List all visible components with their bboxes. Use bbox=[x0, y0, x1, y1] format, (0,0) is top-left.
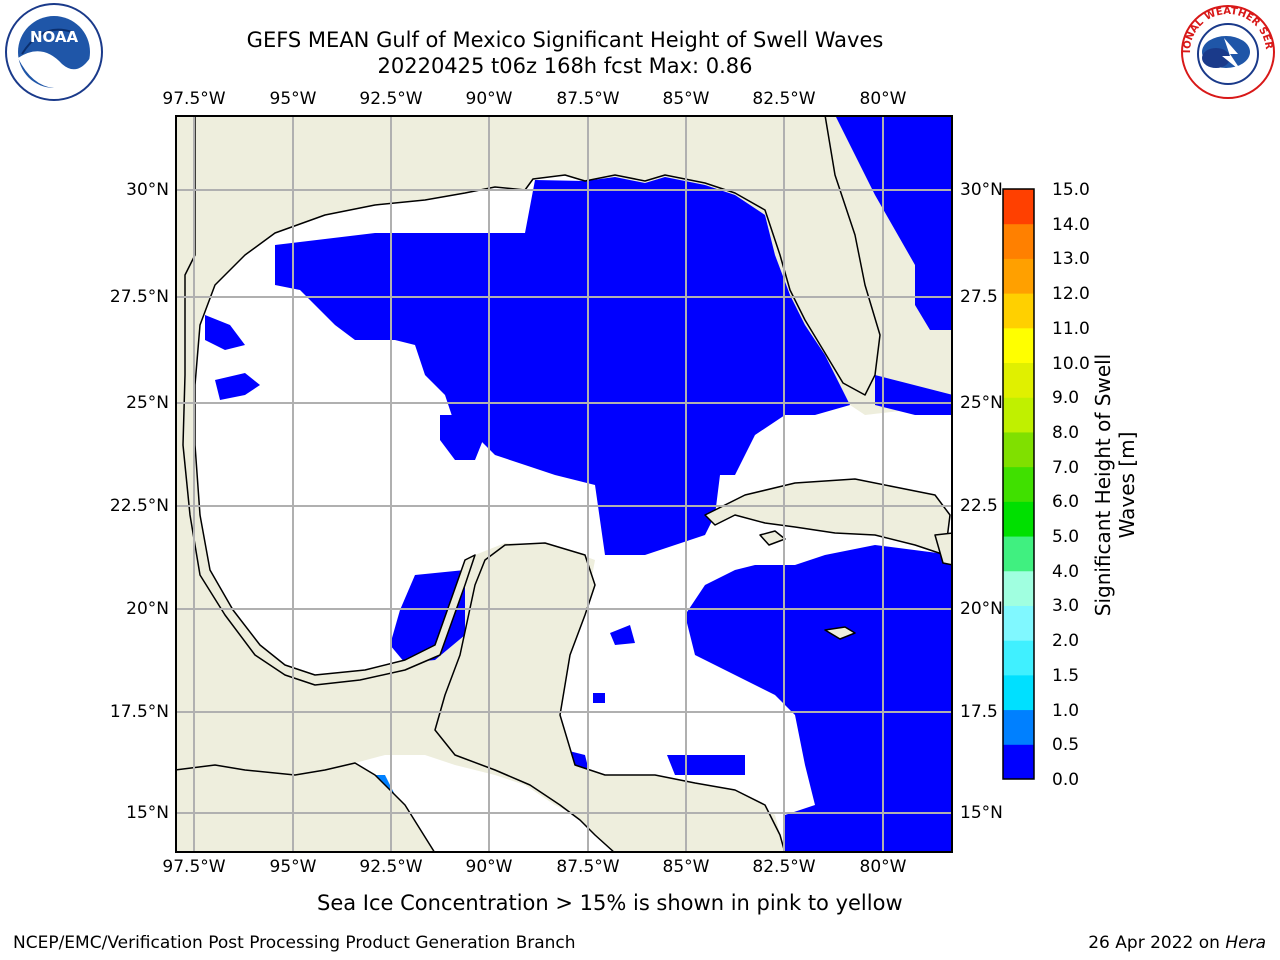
lon-label-bottom: 97.5°W bbox=[162, 857, 226, 877]
lat-label-right: 30°N bbox=[960, 180, 1003, 200]
swell-0-0.5-region bbox=[205, 115, 953, 853]
land-masses bbox=[175, 115, 953, 853]
lat-label-right: 22.5 bbox=[960, 496, 998, 516]
noaa-logo-text: NOAA bbox=[30, 28, 79, 46]
colorbar-tick-label: 11.0 bbox=[1052, 318, 1090, 339]
lat-label-right: 20°N bbox=[960, 599, 1003, 619]
lat-label-right: 15°N bbox=[960, 803, 1003, 823]
branch-credit: NCEP/EMC/Verification Post Processing Pr… bbox=[13, 933, 576, 953]
colorbar-tick-label: 1.5 bbox=[1052, 665, 1080, 686]
colorbar-tick-label: 5.0 bbox=[1052, 527, 1080, 548]
lat-label-left: 27.5°N bbox=[109, 287, 169, 307]
colorbar-segment bbox=[1003, 674, 1034, 711]
colorbar-segment bbox=[1003, 709, 1034, 745]
machine-name: Hera bbox=[1225, 933, 1266, 953]
lat-label-left: 25°N bbox=[126, 393, 169, 413]
run-date: 26 Apr 2022 on Hera bbox=[1088, 933, 1266, 953]
colorbar-segment bbox=[1003, 327, 1034, 364]
colorbar-tick-label: 9.0 bbox=[1052, 388, 1080, 409]
colorbar-segment bbox=[1003, 258, 1034, 294]
lat-label-left: 20°N bbox=[126, 599, 169, 619]
lon-label-top: 82.5°W bbox=[752, 89, 816, 109]
colorbar-title-line1: Significant Height of Swell bbox=[1091, 353, 1115, 617]
lat-label-left: 15°N bbox=[126, 803, 169, 823]
lat-label-right: 25°N bbox=[960, 393, 1003, 413]
lat-label-left: 17.5°N bbox=[109, 702, 169, 722]
chart-title: GEFS MEAN Gulf of Mexico Significant Hei… bbox=[246, 28, 884, 52]
colorbar-segment bbox=[1003, 744, 1034, 780]
colorbar-segment bbox=[1003, 570, 1034, 606]
colorbar-tick-label: 2.0 bbox=[1052, 631, 1080, 652]
run-date-text: 26 Apr 2022 on bbox=[1088, 933, 1226, 953]
lon-label-top: 80°W bbox=[859, 89, 907, 109]
lon-label-top: 85°W bbox=[662, 89, 710, 109]
graticule bbox=[175, 115, 953, 853]
colorbar-segment bbox=[1003, 466, 1034, 502]
colorbar-tick-label: 1.0 bbox=[1052, 700, 1080, 721]
lon-label-top: 92.5°W bbox=[359, 89, 423, 109]
colorbar-segment bbox=[1003, 501, 1034, 537]
colorbar bbox=[1002, 188, 1035, 780]
colorbar-segment bbox=[1003, 640, 1034, 676]
colorbar-tick-label: 15.0 bbox=[1052, 180, 1090, 200]
colorbar-segment bbox=[1003, 293, 1034, 329]
lon-label-top: 97.5°W bbox=[162, 89, 226, 109]
noaa-logo-icon: NOAA bbox=[5, 3, 103, 101]
colorbar-segment bbox=[1003, 362, 1034, 398]
colorbar-segment bbox=[1003, 223, 1034, 259]
lat-label-right: 17.5 bbox=[960, 702, 998, 722]
colorbar-tick-label: 8.0 bbox=[1052, 422, 1080, 443]
colorbar-segment bbox=[1003, 397, 1034, 433]
colorbar-segment bbox=[1003, 189, 1034, 225]
chart-subtitle: 20220425 t06z 168h fcst Max: 0.86 bbox=[377, 54, 753, 78]
lon-label-bottom: 85°W bbox=[662, 857, 710, 877]
colorbar-segment bbox=[1003, 536, 1034, 572]
colorbar-tick-label: 13.0 bbox=[1052, 249, 1090, 270]
colorbar-tick-label: 0.5 bbox=[1052, 735, 1080, 756]
lat-label-left: 22.5°N bbox=[109, 496, 169, 516]
colorbar-tick-label: 12.0 bbox=[1052, 284, 1090, 305]
lon-label-bottom: 95°W bbox=[269, 857, 317, 877]
colorbar-segment bbox=[1003, 605, 1034, 641]
nws-logo-icon: NATIONAL WEATHER SERVICE bbox=[1176, 2, 1275, 99]
colorbar-tick-label: 6.0 bbox=[1052, 492, 1080, 513]
lon-label-bottom: 80°W bbox=[859, 857, 907, 877]
lon-label-bottom: 90°W bbox=[465, 857, 513, 877]
colorbar-title-line2: Waves [m] bbox=[1115, 431, 1139, 539]
map bbox=[175, 115, 953, 853]
colorbar-tick-label: 3.0 bbox=[1052, 596, 1080, 617]
lon-label-top: 90°W bbox=[465, 89, 513, 109]
lon-label-top: 95°W bbox=[269, 89, 317, 109]
colorbar-tick-label: 0.0 bbox=[1052, 770, 1080, 790]
lat-label-right: 27.5 bbox=[960, 287, 998, 307]
map-border bbox=[175, 115, 953, 853]
sea-ice-note-text: Sea Ice Concentration > 15% is shown in … bbox=[317, 891, 903, 915]
colorbar-tick-label: 10.0 bbox=[1052, 353, 1090, 374]
colorbar-tick-label: 4.0 bbox=[1052, 561, 1080, 582]
colorbar-segment bbox=[1003, 431, 1034, 468]
lon-label-bottom: 82.5°W bbox=[752, 857, 816, 877]
lat-label-left: 30°N bbox=[126, 180, 169, 200]
lon-label-bottom: 87.5°W bbox=[556, 857, 620, 877]
lon-label-top: 87.5°W bbox=[556, 89, 620, 109]
colorbar-title: Significant Height of Swell Waves [m] bbox=[1091, 354, 1139, 616]
lon-label-bottom: 92.5°W bbox=[359, 857, 423, 877]
colorbar-tick-label: 14.0 bbox=[1052, 214, 1090, 235]
colorbar-tick-label: 7.0 bbox=[1052, 457, 1080, 478]
